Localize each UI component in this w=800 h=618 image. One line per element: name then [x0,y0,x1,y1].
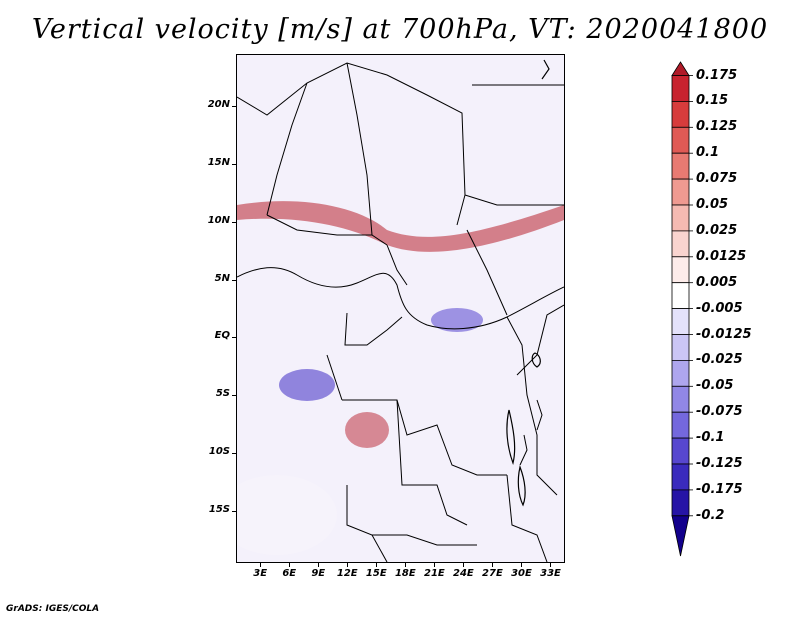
colorbar-segment [671,411,690,439]
colorbar-tick-label: -0.1 [696,430,725,446]
subsidence-core-west [279,369,335,401]
lat-tick [232,221,236,223]
lon-tick-label: 18E [394,568,416,579]
colorbar-tick-label: -0.175 [696,481,743,497]
lat-tick-label: 15S [208,503,230,515]
lon-tick-label: 30E [511,568,532,579]
colorbar-segment [671,282,690,310]
lon-tick-label: 3E [253,568,268,579]
colorbar-arrow-bottom [671,515,690,557]
colorbar-segment [671,334,690,361]
ocean-smooth [237,475,337,555]
lon-tick [347,563,349,567]
lat-tick [232,453,236,455]
colorbar-segment [671,204,690,232]
colorbar-tick-label: 0.05 [696,197,729,212]
lon-tick-label: 27E [482,568,503,579]
colorbar-tick-label: -0.075 [696,404,743,420]
lon-tick-label: 6E [282,568,297,579]
colorbar-segment [671,126,690,154]
lat-tick [232,163,236,165]
lon-tick [492,563,494,567]
colorbar-tick-label: 0.0125 [696,248,747,264]
subsidence-core-center [431,308,483,332]
colorbar-tick-label: -0.025 [696,352,743,368]
lon-tick [434,563,436,567]
lon-tick [521,563,523,567]
lon-tick [260,563,262,567]
colorbar-tick-label: 0.175 [696,67,738,83]
lon-tick-label: 33E [540,568,561,579]
lat-tick [232,106,236,108]
colorbar-segment [671,178,690,206]
colorbar-segment [671,101,690,128]
lon-tick [318,563,320,567]
lon-tick [405,563,407,567]
lat-tick-label: 5S [215,388,230,400]
lon-tick [550,563,552,567]
lat-tick-label: 10S [208,446,230,458]
colorbar-tick-label: 0.005 [696,274,738,290]
colorbar-segment [671,359,690,387]
colorbar-segment [671,437,690,465]
lat-tick-label: 20N [207,99,230,111]
colorbar-tick-label: -0.0125 [696,326,752,342]
colorbar-segment [671,308,690,335]
vertical-velocity-field [237,55,564,562]
footer-credit: GrADS: IGES/COLA [6,604,100,614]
lakes [506,59,550,507]
colorbar-tick-label: -0.125 [696,456,743,471]
colorbar-segment [671,230,690,258]
ascent-core-south [345,412,389,448]
colorbar-segment [671,256,690,284]
colorbar-segment [671,385,690,413]
lat-tick [232,279,236,281]
colorbar-tick-label: 0.125 [696,119,738,135]
colorbar-segment [671,75,690,102]
lat-tick-label: 5N [214,272,230,284]
plot-title: Vertical velocity [m/s] at 700hPa, VT: 2… [31,14,769,45]
country-borders [237,62,564,562]
colorbar-segment [671,152,690,180]
lat-tick [232,510,236,512]
lon-tick-label: 9E [311,568,326,579]
lon-tick-label: 24E [453,568,474,579]
lat-tick [232,395,236,397]
colorbar-tick-label: -0.05 [696,378,734,394]
colorbar-tick-label: 0.1 [696,145,720,161]
colorbar-segment [671,463,690,491]
map-panel [236,54,565,563]
lat-tick-label: 10N [207,214,230,226]
colorbar-tick-label: -0.2 [696,507,725,523]
lon-tick [463,563,465,567]
lon-tick [376,563,378,567]
colorbar-tick-label: 0.075 [696,171,738,187]
colorbar-segment [671,489,690,517]
lat-tick [232,337,236,339]
colorbar-arrow-top [671,61,690,76]
colorbar-tick-label: 0.15 [696,93,729,109]
convergence-band [237,201,564,252]
lon-tick-label: 21E [423,568,445,579]
colorbar-tick-label: 0.025 [696,222,738,238]
lon-tick [289,563,291,567]
lon-tick-label: 15E [365,568,387,579]
lon-tick-label: 12E [336,568,358,579]
colorbar-tick-label: -0.005 [696,300,743,316]
lat-tick-label: 15N [207,156,230,168]
lat-tick-label: EQ [214,330,230,342]
